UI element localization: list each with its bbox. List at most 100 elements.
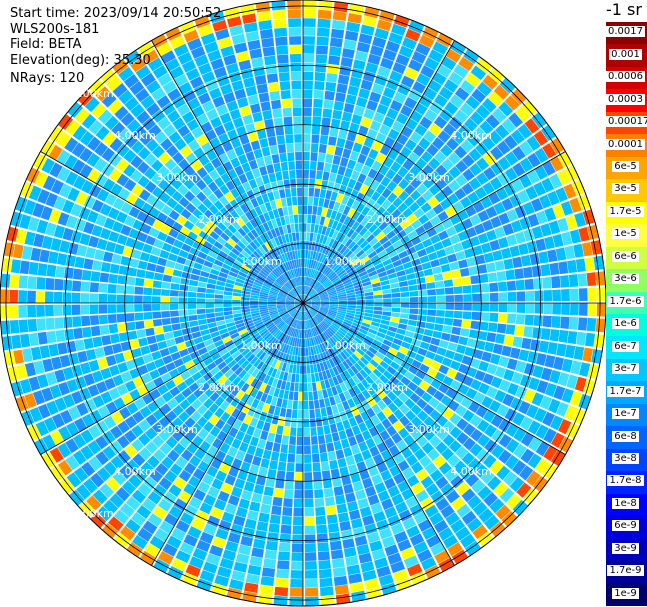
ppi-cell [552,289,561,302]
ppi-cell [433,390,445,402]
ppi-cell [130,103,145,118]
ppi-cell [423,268,434,277]
ppi-cell [282,273,289,282]
ppi-cell [372,258,382,267]
ppi-cell [41,235,53,250]
ppi-cell [125,304,134,313]
ppi-cell [427,252,438,261]
colorbar-tick-label: 0.0017 [606,26,645,38]
ppi-cell [72,280,82,292]
ppi-cell [27,318,38,332]
ppi-cell [542,411,555,427]
ppi-cell [274,369,281,379]
ppi-cell [336,243,345,253]
ppi-cell [455,174,468,187]
ppi-cell [555,247,567,261]
ppi-cell [391,493,404,506]
ppi-cell [92,395,105,408]
ppi-cell [264,201,273,212]
ppi-cell [246,325,256,332]
ppi-cell [108,387,121,400]
ppi-cell [13,349,25,365]
azimuth-spoke [302,151,566,304]
ppi-cell [299,267,302,277]
ppi-cell [263,333,272,341]
ppi-cell [259,296,268,300]
ppi-cell [275,330,283,339]
ppi-cell [181,449,193,462]
ppi-cell [10,259,22,274]
ppi-cell [364,263,374,271]
ppi-cell [441,56,457,71]
ppi-cell [233,515,246,527]
ppi-cell [183,534,198,547]
ppi-cell [203,338,214,347]
ppi-cell [265,413,274,424]
ppi-cell [331,404,339,415]
ppi-cell [298,214,303,223]
ppi-cell [202,409,214,421]
ppi-cell [387,128,400,141]
ppi-cell [380,57,394,70]
ppi-cell [268,386,276,396]
ppi-cell [199,531,214,544]
ppi-cell [497,237,509,249]
ppi-cell [492,107,507,123]
ppi-cell [318,568,332,579]
ppi-cell [471,284,481,293]
ppi-cell [447,152,461,165]
azimuth-spoke [40,302,304,455]
ppi-cell [458,363,469,375]
ppi-cell [35,420,49,437]
ppi-cell [400,104,413,117]
ppi-cell [303,329,305,339]
ppi-cell [234,281,244,287]
ppi-cell [390,282,400,289]
ppi-cell [94,347,106,359]
ppi-cell [410,177,422,189]
colorbar-tick-label: 0.0006 [606,71,645,83]
ppi-cell [322,171,330,181]
ppi-cell [473,223,486,235]
ppi-cell [316,363,322,373]
ppi-cell [49,126,64,143]
ppi-cell [334,584,349,595]
ppi-cell [306,277,310,286]
ppi-cell [348,416,358,428]
ppi-cell [366,386,376,396]
ppi-cell [276,341,283,351]
ppi-cell [136,269,146,278]
ppi-cell [256,259,265,268]
ppi-cell [252,250,261,259]
ppi-cell [516,291,526,302]
ppi-cell [338,304,348,308]
ppi-cell [496,404,510,418]
ppi-cell [347,208,356,218]
ppi-cell [468,266,479,276]
ppi-cell [172,269,183,278]
ppi-cell [564,405,578,421]
ppi-cell [95,125,110,141]
ppi-cell [75,191,88,206]
ppi-cell [238,498,250,510]
ppi-cell [273,190,280,200]
ppi-cell [345,286,355,292]
ppi-cell [172,95,186,109]
ppi-cell [366,198,376,209]
ppi-cell [463,303,472,311]
ppi-cell [125,359,137,370]
ppi-cell [108,516,124,532]
ppi-cell [281,515,292,526]
ppi-cell [241,489,253,501]
ppi-cell [326,406,333,416]
ppi-cell [445,489,460,504]
ppi-cell [583,379,596,395]
ppi-cell [236,256,246,265]
ppi-cell [376,103,389,116]
ppi-cell [297,196,303,206]
ppi-cell [387,326,398,333]
ppi-cell [489,177,503,191]
ppi-cell [271,368,278,378]
ppi-cell [435,497,450,511]
ppi-cell [364,220,374,230]
